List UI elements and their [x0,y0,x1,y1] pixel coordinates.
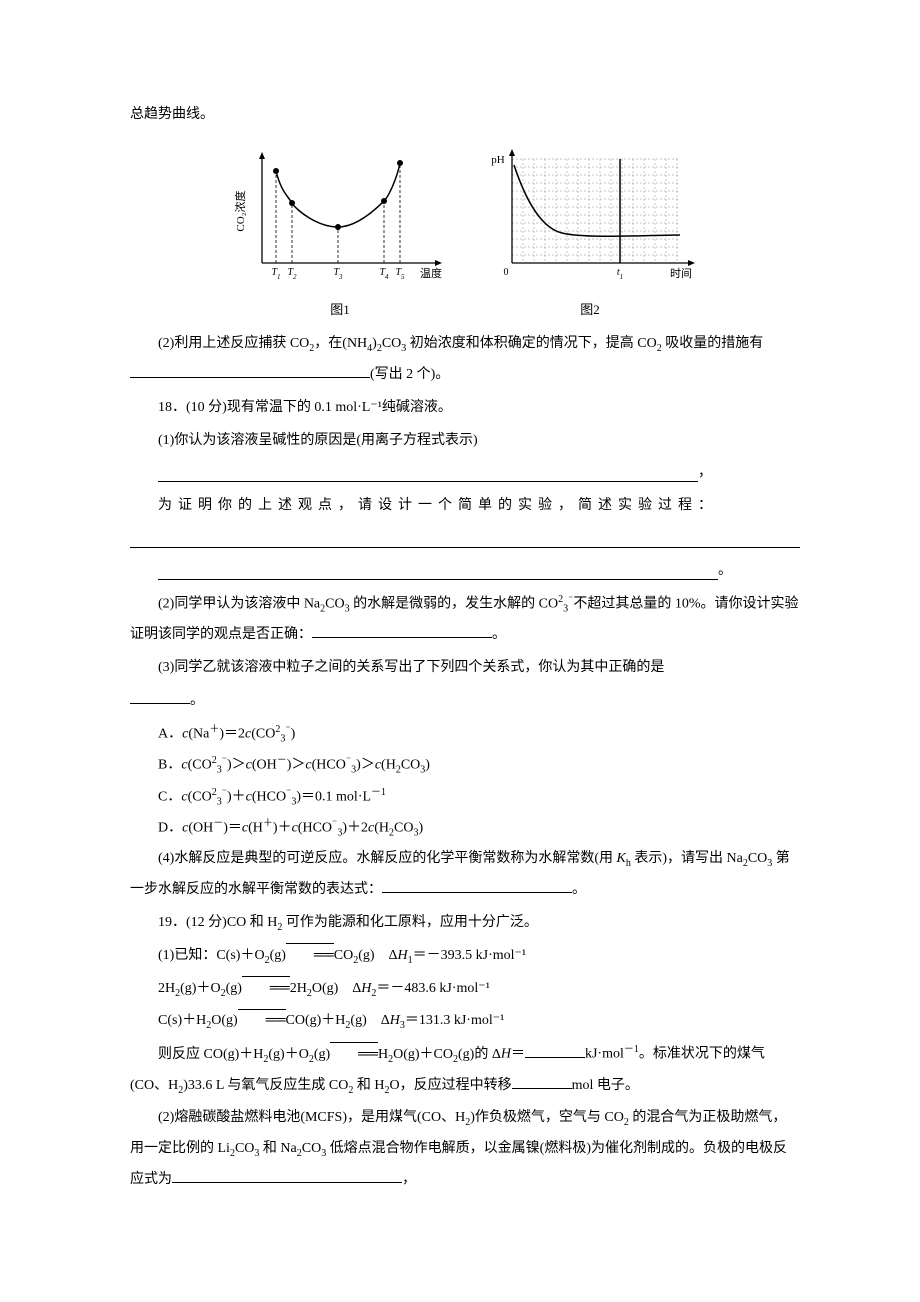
optC-pre: C． [158,789,181,804]
svg-text:T3: T3 [333,267,343,281]
svg-text:CO₂浓度: CO₂浓度 [233,190,247,231]
final-eq-dh: H [501,1047,511,1062]
figure-2-caption: 图2 [480,296,700,325]
final-eq-b: ＝ [511,1047,525,1062]
q18-4c: CO [748,851,767,866]
figure-2-svg: pH 时间 0 t1 [480,141,700,281]
q18-answer-2b[interactable] [158,562,718,580]
q19-eq2: 2H2(g)＋O2(g)══2H2O(g) ΔH2＝－483.6 kJ·mol⁻… [130,974,800,1005]
q18-1a: (1)你认为该溶液呈碱性的原因是(用离子方程式表示) [130,426,800,457]
option-B: B．c(CO23⁻)＞c(OH－)＞c(HCO⁻3)＞c(H2CO3) [130,750,800,781]
q18-2b: CO [325,596,344,611]
q18-4a: (4)水解反应是典型的可逆反应。水解反应的化学平衡常数称为水解常数(用 [158,851,617,866]
svg-text:T1: T1 [271,267,280,281]
eq2-dh: H [361,981,371,996]
option-C: C．c(CO23⁻)＋c(HCO⁻3)＝0.1 mol·L－1 [130,782,800,813]
q2-mid: ，在(NH [314,336,367,351]
q18-2a: (2)同学甲认为该溶液中 Na [158,596,320,611]
optB-pre: B． [158,758,181,773]
optD-pre: D． [158,821,182,836]
q18-1-blank2: 。 [130,556,800,587]
q2-blank[interactable] [130,377,370,378]
eq1-dh: H [398,948,408,963]
q18-answer-1[interactable] [158,464,698,482]
q19-intro-b: 可作为能源和化工原料，应用十分广泛。 [282,915,538,930]
q18-2c: 的水解是微弱的，发生水解的 CO [350,596,558,611]
q19-intro-a: 19．(12 分)CO 和 H [158,915,277,930]
q18-4: (4)水解反应是典型的可逆反应。水解反应的化学平衡常数称为水解常数(用 Kh 表… [130,844,800,906]
q18-intro: 18．(10 分)现有常温下的 0.1 mol·L⁻¹纯碱溶液。 [130,393,800,424]
svg-text:pH: pH [491,154,505,166]
q18-4b: 表示)，请写出 Na [631,851,743,866]
q18-2: (2)同学甲认为该溶液中 Na2CO3 的水解是微弱的，发生水解的 CO23⁻不… [130,589,800,651]
q19-intro: 19．(12 分)CO 和 H2 可作为能源和化工原料，应用十分广泛。 [130,908,800,939]
eq1-val: ＝－393.5 kJ·mol⁻¹ [413,948,526,963]
final-eq-c: mol 电子。 [572,1078,639,1093]
svg-text:T5: T5 [395,267,405,281]
svg-text:时间: 时间 [670,267,692,280]
eq3-val: ＝131.3 kJ·mol⁻¹ [405,1013,504,1028]
q19-final-eq: 则反应 CO(g)＋H2(g)＋O2(g)══H2O(g)＋CO2(g)的 ΔH… [130,1039,800,1101]
svg-text:t1: t1 [617,267,623,281]
page-top-line: 总趋势曲线。 [130,100,800,131]
q2-mid2: CO [382,336,401,351]
figure-1-caption: 图1 [230,296,450,325]
q18-4-blank[interactable] [382,892,572,893]
final-eq-a: 则反应 CO(g)＋H2(g)＋O2(g)══H2O(g)＋CO2(g)的 Δ [158,1047,501,1062]
final-eq-blank1[interactable] [525,1057,585,1058]
q19-eq1: (1)已知：C(s)＋O2(g)══CO2(g) ΔH1＝－393.5 kJ·m… [130,941,800,972]
option-A: A．c(Na＋)＝2c(CO23⁻) [130,719,800,750]
q2-text: (2)利用上述反应捕获 CO2，在(NH4)2CO3 初始浓度和体积确定的情况下… [130,329,800,391]
final-eq-blank2[interactable] [512,1088,572,1089]
eq2-val: ＝－483.6 kJ·mol⁻¹ [376,981,489,996]
svg-text:0: 0 [504,267,509,278]
svg-text:温度: 温度 [420,266,442,280]
q18-3-blank[interactable] [130,703,190,704]
q18-3-blank-line: 。 [130,686,800,717]
q18-1-blank1: ， [130,458,800,489]
q2-after: 吸收量的措施有 [662,336,764,351]
q19-2: (2)熔融碳酸盐燃料电池(MCFS)，是用煤气(CO、H2)作负极燃气，空气与 … [130,1103,800,1195]
figure-1-svg: CO₂浓度温度 T1 T2 T3 T4 T5 [230,141,450,281]
svg-text:T2: T2 [287,267,297,281]
q19-1-label: (1)已知： [158,948,216,963]
eq3-dh: H [390,1013,400,1028]
svg-text:T4: T4 [379,267,389,281]
kh-k: K [617,851,626,866]
q2-mid3: 初始浓度和体积确定的情况下，提高 CO [406,336,656,351]
q18-3-text: (3)同学乙就该溶液中粒子之间的关系写出了下列四个关系式，你认为其中正确的是 [158,660,664,675]
q18-2-blank[interactable] [312,637,492,638]
option-D: D．c(OH－)＝c(H＋)＋c(HCO⁻3)＋2c(H2CO3) [130,813,800,844]
q18-answer-2a[interactable] [130,530,800,548]
q19-eq3: C(s)＋H2O(g)══CO(g)＋H2(g) ΔH3＝131.3 kJ·mo… [130,1006,800,1037]
q19-2-blank[interactable] [172,1182,402,1183]
figure-2: pH 时间 0 t1 图2 [480,141,700,324]
charts-container: CO₂浓度温度 T1 T2 T3 T4 T5 图1 pH 时间 0 t1 图2 [130,141,800,324]
figure-1: CO₂浓度温度 T1 T2 T3 T4 T5 图1 [230,141,450,324]
q18-1b: 为证明你的上述观点，请设计一个简单的实验，简述实验过程： [130,491,800,522]
q2-suffix: (写出 2 个)。 [370,367,449,382]
q2-prefix: (2)利用上述反应捕获 CO [158,336,309,351]
q18-3: (3)同学乙就该溶液中粒子之间的关系写出了下列四个关系式，你认为其中正确的是 [130,653,800,684]
optA-pre: A． [158,726,182,741]
